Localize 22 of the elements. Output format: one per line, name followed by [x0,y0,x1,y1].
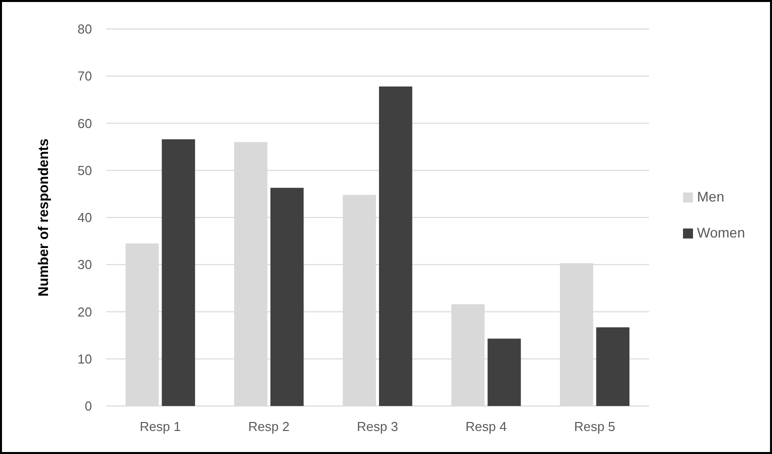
legend-label: Men [697,188,724,204]
y-tick-label: 60 [78,116,92,131]
x-tick-label: Resp 3 [356,419,398,434]
y-tick-label: 10 [78,351,92,366]
bar [162,139,196,406]
x-tick-label: Resp 5 [574,419,616,434]
y-axis-title: Number of respondents [35,138,51,296]
y-tick-label: 80 [78,22,92,37]
bar [270,188,304,406]
bar [488,338,521,406]
y-tick-label: 30 [78,257,92,272]
bar [596,327,630,406]
legend-label: Women [697,224,745,240]
bar [379,86,412,406]
x-tick-label: Resp 1 [140,419,181,434]
y-tick-label: 50 [78,162,92,178]
y-tick-label: 0 [84,398,92,414]
y-tick-label: 70 [78,68,92,84]
y-tick-label: 20 [78,304,92,320]
x-tick-label: Resp 4 [466,419,507,434]
x-tick-label: Resp 2 [248,419,290,434]
y-tick-label: 40 [78,210,92,226]
